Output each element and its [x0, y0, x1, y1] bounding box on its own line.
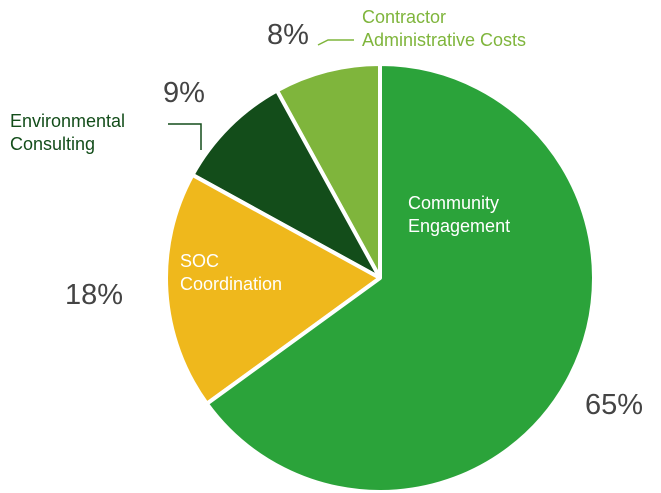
slice-label: Community Engagement: [408, 193, 511, 236]
slice-label: Environmental Consulting: [10, 111, 126, 154]
pie-slice: [274, 62, 382, 280]
value-label: 8%: [267, 19, 309, 51]
pie-slice: [164, 172, 382, 406]
leader-line: [317, 39, 354, 46]
slice-label: Contractor Administrative Costs: [362, 7, 527, 50]
pie-slice: [204, 62, 596, 493]
pie-slice: [190, 88, 382, 280]
slice-label: SOC Coordination: [180, 251, 283, 294]
value-label: 65%: [585, 389, 644, 421]
value-label: 18%: [65, 279, 124, 311]
value-label: 9%: [163, 77, 205, 109]
leader-line: [168, 123, 202, 150]
